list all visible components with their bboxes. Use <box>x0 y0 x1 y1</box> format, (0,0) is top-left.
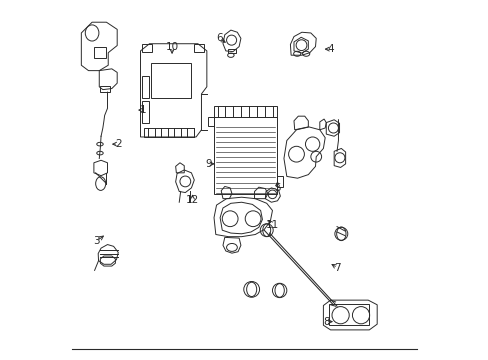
Bar <box>227 49 235 53</box>
Bar <box>214 117 276 194</box>
Bar <box>151 63 190 98</box>
Bar <box>142 44 152 51</box>
Text: 3: 3 <box>93 236 100 246</box>
Bar <box>328 305 368 325</box>
Text: 4: 4 <box>326 44 333 54</box>
Text: 1: 1 <box>140 105 146 115</box>
Text: 12: 12 <box>185 195 199 205</box>
Bar <box>144 128 194 137</box>
Text: 11: 11 <box>265 220 279 230</box>
Bar <box>142 101 148 123</box>
Text: 9: 9 <box>205 159 211 169</box>
Text: 10: 10 <box>165 42 178 52</box>
Text: 8: 8 <box>322 317 329 327</box>
Text: 6: 6 <box>216 33 222 43</box>
Bar <box>276 176 283 187</box>
Bar <box>100 86 110 92</box>
Text: 5: 5 <box>274 183 280 193</box>
Text: 7: 7 <box>334 263 340 273</box>
Text: 2: 2 <box>115 139 122 149</box>
Bar <box>193 44 203 51</box>
Bar <box>94 47 106 58</box>
Bar <box>142 76 148 98</box>
Bar <box>214 107 276 117</box>
Bar <box>207 117 214 126</box>
